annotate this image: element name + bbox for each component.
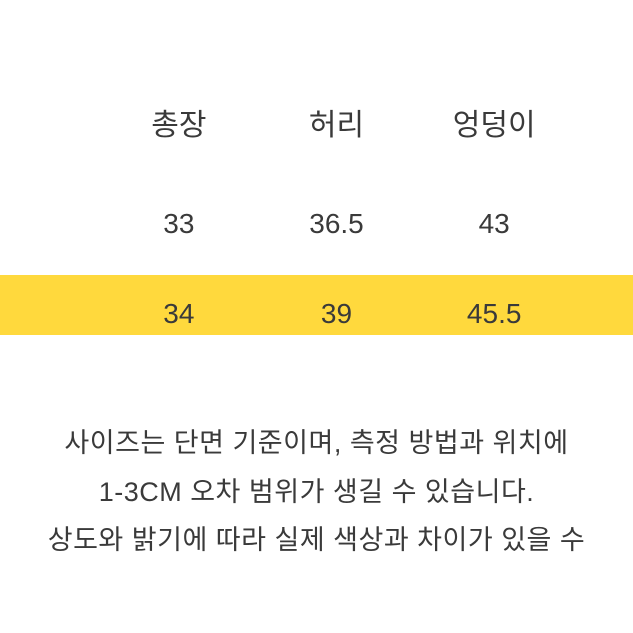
size-table: 총장 허리 엉덩이 33 36.5 43 34 39 45.5 — [0, 100, 633, 359]
footer-notes: 사이즈는 단면 기준이며, 측정 방법과 위치에 1-3CM 오차 범위가 생길… — [0, 419, 633, 565]
table-row: 33 36.5 43 — [0, 179, 633, 269]
table-header-row: 총장 허리 엉덩이 — [0, 100, 633, 144]
content-container: 총장 허리 엉덩이 33 36.5 43 34 39 45.5 사이즈는 단면 … — [0, 0, 633, 633]
table-cell: 36.5 — [258, 208, 416, 240]
table-cell: 45.5 — [415, 298, 573, 330]
table-row: 34 39 45.5 — [0, 269, 633, 359]
note-text: 사이즈는 단면 기준이며, 측정 방법과 위치에 — [10, 419, 623, 468]
column-header: 엉덩이 — [415, 100, 573, 144]
note-text: 1-3CM 오차 범위가 생길 수 있습니다. — [10, 468, 623, 517]
column-header: 허리 — [258, 100, 416, 144]
table-cell: 39 — [258, 298, 416, 330]
table-cell: 43 — [415, 208, 573, 240]
column-header: 총장 — [100, 100, 258, 144]
note-text: 상도와 밝기에 따라 실제 색상과 차이가 있을 수 — [10, 516, 623, 565]
table-cell: 33 — [100, 208, 258, 240]
table-cell: 34 — [100, 298, 258, 330]
